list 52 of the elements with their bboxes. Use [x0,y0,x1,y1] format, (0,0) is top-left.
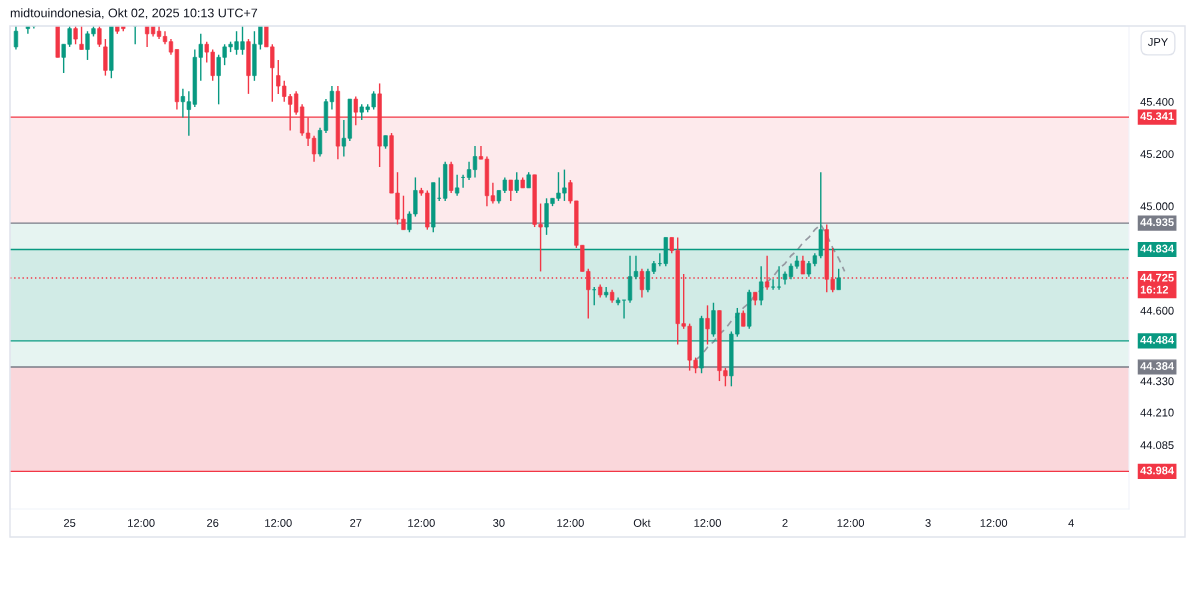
x-tick-label: 12:00 [557,519,584,527]
ref-line-label: 44.935 [1140,218,1174,227]
candlestick [466,161,472,181]
candlestick [97,26,102,48]
candlestick [103,38,108,77]
x-tick-label: 12:00 [694,519,721,527]
candlestick [770,278,776,291]
y-tick-label: 45.200 [1140,150,1174,159]
y-tick-label: 44.330 [1140,377,1174,386]
ref-line-label: 44.834 [1140,244,1175,253]
candlestick [73,26,78,45]
candlestick [776,265,782,291]
candlestick [514,171,519,194]
y-tick-label: 44.210 [1140,408,1174,417]
candlestick [508,179,513,202]
x-tick-label: 26 [207,519,219,527]
y-tick-label: 44.600 [1140,306,1174,315]
y-tick-label: 44.085 [1140,441,1174,450]
x-tick-label: 3 [925,519,931,527]
candlestick [472,145,478,179]
x-tick-label: Okt [633,518,651,527]
candlestick [633,255,639,280]
candlestick [627,255,633,304]
ref-line-label: 44.384 [1140,362,1175,370]
candlestick [454,174,460,197]
candlestick [759,265,764,307]
ref-line-label: 45.341 [1140,112,1174,121]
x-tick-label: 12:00 [265,519,292,527]
x-tick-label: 25 [64,519,76,527]
y-tick-label: 45.400 [1140,97,1174,106]
candlestick [800,255,806,275]
x-tick-label: 30 [493,519,505,527]
text: JPY [1147,38,1168,46]
candlestick [705,304,710,346]
candlestick [317,127,323,158]
y-tick-label: 45.000 [1140,202,1174,211]
candlestick [711,302,716,338]
chart-title: midtouindonesia, Okt 02, 2025 10:13 UTC+7 [10,8,258,19]
x-tick-label: 12:00 [408,519,435,527]
x-tick-label: 12:00 [980,519,1008,527]
ref-line-label: 43.984 [1140,466,1175,475]
x-tick-label: 4 [1068,519,1074,527]
x-tick-label: 27 [350,519,362,527]
candlestick [13,26,19,51]
x-tick-label: 12:00 [128,519,155,527]
ref-line-label: 44.484 [1140,335,1175,344]
x-tick-label: 2 [782,519,788,527]
ref-line-label: 44.725 16:12 [1140,273,1174,294]
candlestick [79,26,84,51]
x-tick-label: 12:00 [837,519,865,527]
candlestick [836,268,841,291]
candlestick [604,286,609,299]
